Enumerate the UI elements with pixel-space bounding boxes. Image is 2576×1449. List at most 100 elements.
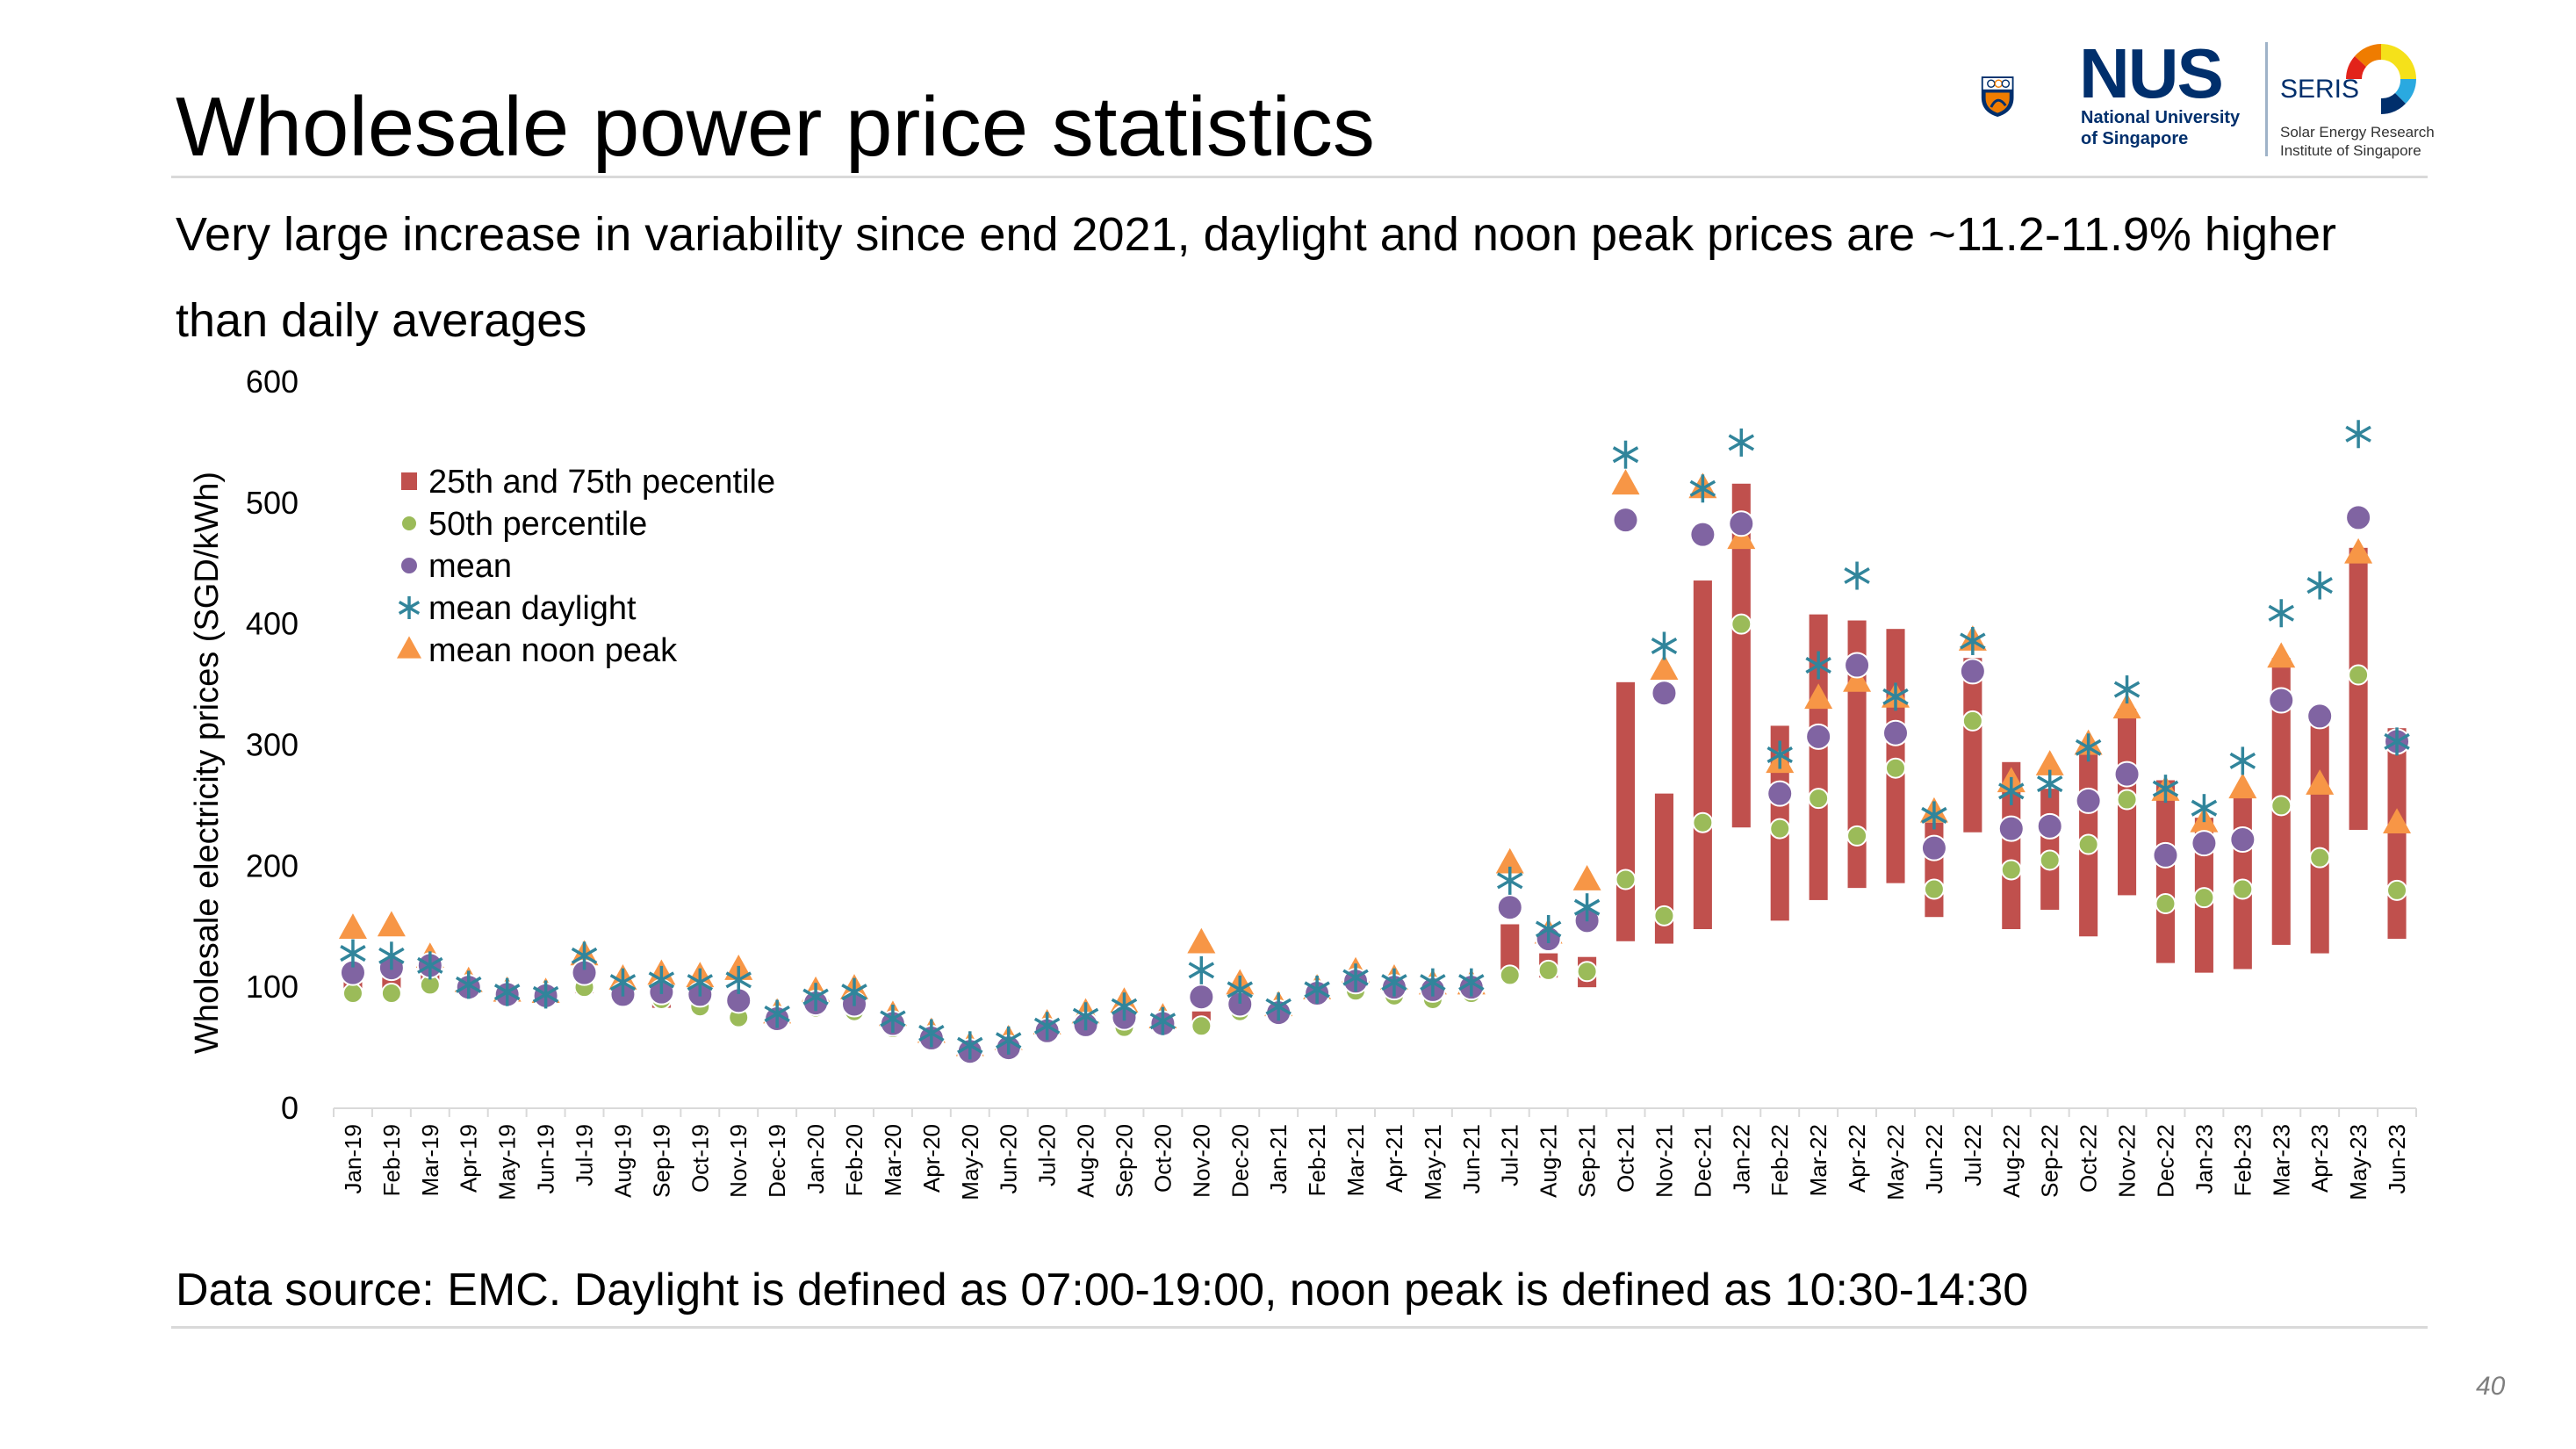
legend-label: mean	[428, 548, 512, 585]
range-bar	[2349, 547, 2368, 830]
y-tick-label: 100	[246, 969, 299, 1005]
mean-point	[1844, 652, 1871, 679]
mean-point	[2345, 504, 2372, 531]
x-tick-label: Nov-21	[1651, 1124, 1677, 1198]
median-point	[2386, 879, 2408, 901]
noon-peak-point	[1804, 683, 1833, 710]
noon-peak-point	[2228, 773, 2257, 799]
daylight-point	[1612, 440, 1639, 469]
x-tick-label: Feb-23	[2229, 1124, 2256, 1196]
median-point	[2193, 887, 2215, 909]
x-tick-label: Jan-20	[802, 1124, 829, 1194]
median-point	[1692, 811, 1714, 833]
daylight-point	[1921, 801, 1947, 830]
median-point	[2077, 833, 2099, 855]
x-tick-label: Apr-20	[918, 1124, 945, 1193]
x-tick-label: May-23	[2345, 1124, 2371, 1200]
nus-subtitle-line1: National University	[2081, 108, 2241, 127]
range-bar	[2155, 780, 2176, 963]
footer-divider	[171, 1326, 2428, 1329]
mean-point	[1959, 658, 1986, 685]
x-tick-label: Jun-19	[533, 1124, 559, 1194]
daylight-point	[1844, 561, 1870, 590]
daylight-point	[1960, 626, 1986, 655]
daylight-point	[2268, 599, 2294, 628]
range-bar	[2040, 789, 2060, 910]
page-number: 40	[2476, 1372, 2506, 1401]
median-point	[1846, 825, 1868, 847]
mean-point	[1767, 780, 1794, 807]
title-divider	[171, 176, 2428, 178]
mean-point	[2306, 703, 2334, 730]
daylight-point	[2384, 727, 2410, 756]
legend-swatch	[398, 596, 421, 619]
range-bar	[1693, 580, 1712, 930]
median-point	[2116, 789, 2138, 811]
mean-point	[1188, 984, 1215, 1011]
range-bar	[1809, 614, 1828, 900]
mean-point	[1920, 834, 1947, 861]
x-tick-label: Jul-21	[1497, 1124, 1523, 1186]
noon-peak-point	[1495, 847, 1524, 874]
x-tick-label: Feb-20	[841, 1124, 867, 1196]
range-bar	[2387, 728, 2407, 940]
x-tick-label: Feb-22	[1767, 1124, 1793, 1196]
daylight-point	[1535, 915, 1562, 944]
x-tick-label: Jan-22	[1728, 1124, 1754, 1194]
x-tick-label: Mar-20	[880, 1124, 906, 1196]
x-tick-label: Jul-19	[572, 1124, 598, 1186]
daylight-point	[2345, 420, 2371, 449]
legend-label: 50th percentile	[428, 506, 647, 543]
median-point	[1769, 818, 1791, 840]
noon-peak-point	[1187, 927, 1216, 954]
x-tick-label: Mar-22	[1805, 1124, 1831, 1196]
daylight-point	[1420, 968, 1446, 997]
daylight-point	[1149, 1006, 1176, 1035]
x-tick-label: Mar-19	[417, 1124, 443, 1196]
y-tick-label: 400	[246, 606, 299, 642]
mean-point	[2036, 812, 2063, 840]
seris-wordmark: SERIS	[2280, 75, 2360, 104]
x-tick-label: Dec-22	[2152, 1124, 2178, 1198]
x-tick-label: Jul-22	[1960, 1124, 1986, 1186]
daylight-point	[2191, 794, 2218, 823]
median-point	[2232, 878, 2254, 900]
y-tick-label: 500	[246, 485, 299, 521]
chart-legend: 25th and 75th pecentile 50th percentile me…	[397, 464, 775, 669]
daylight-point	[2229, 746, 2256, 775]
seris-subtitle-line2: Institute of Singapore	[2280, 142, 2421, 159]
page-subtitle: Very large increase in variability since…	[176, 208, 2337, 347]
x-tick-label: Feb-19	[378, 1124, 405, 1196]
x-tick-label: Sep-21	[1574, 1124, 1601, 1198]
median-point	[1923, 878, 1945, 900]
noon-peak-point	[2344, 537, 2373, 564]
x-tick-label: Aug-20	[1073, 1124, 1099, 1198]
nus-crest-icon	[1981, 76, 2014, 117]
noon-peak-point	[377, 911, 406, 937]
daylight-point	[1227, 975, 1253, 1004]
x-tick-label: May-21	[1420, 1124, 1446, 1200]
daylight-point	[2113, 675, 2141, 704]
mean-point	[1651, 680, 1678, 707]
daylight-point	[1111, 992, 1138, 1021]
nus-subtitle-line2: of Singapore	[2081, 129, 2189, 148]
x-tick-label: Jul-20	[1034, 1124, 1061, 1186]
seris-sun-icon	[2346, 44, 2416, 114]
median-point	[380, 983, 402, 1005]
legend-label: mean noon peak	[428, 632, 678, 669]
noon-peak-point	[1843, 666, 1872, 692]
median-point	[342, 983, 363, 1005]
logo-divider	[2265, 42, 2268, 156]
mean-point	[1805, 723, 1832, 750]
x-tick-label: Nov-22	[2114, 1124, 2141, 1198]
daylight-point	[493, 977, 521, 1006]
range-bar	[1886, 629, 1905, 883]
seris-subtitle-line1: Solar Energy Research	[2280, 124, 2435, 141]
daylight-point	[1651, 631, 1678, 660]
x-tick-label: Jan-23	[2191, 1124, 2217, 1194]
x-tick-label: Dec-21	[1689, 1124, 1716, 1198]
daylight-point	[957, 1031, 983, 1060]
y-tick-label: 0	[281, 1090, 299, 1126]
daylight-point	[417, 951, 443, 980]
